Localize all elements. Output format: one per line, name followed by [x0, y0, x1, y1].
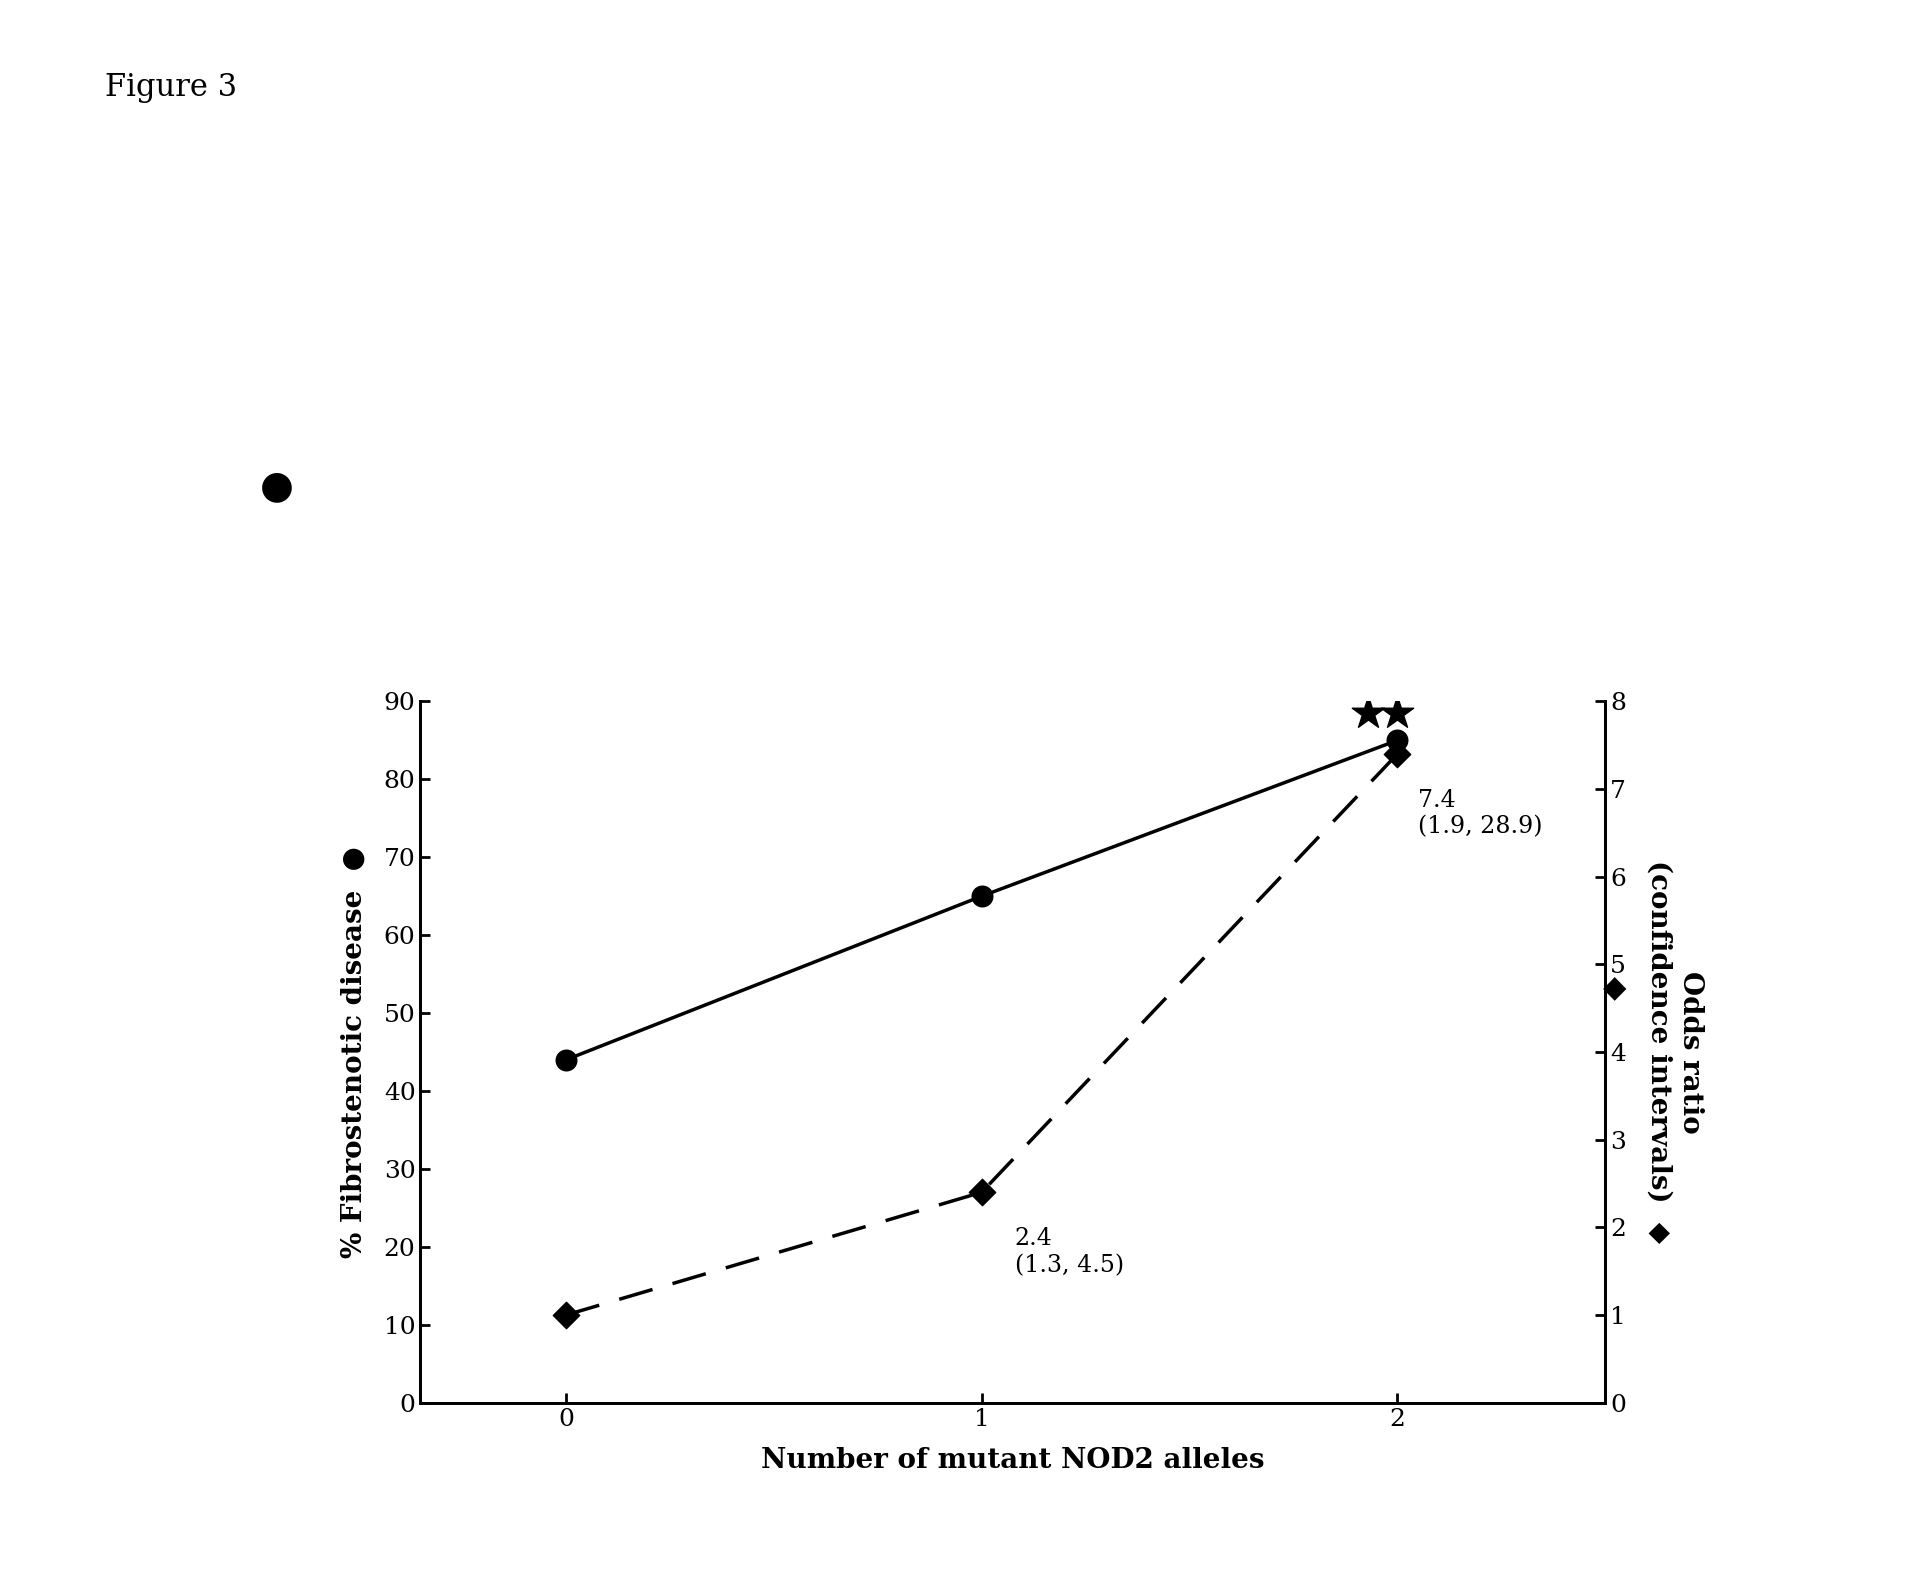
Point	[967, 883, 998, 909]
Text: 7.4
(1.9, 28.9): 7.4 (1.9, 28.9)	[1418, 789, 1542, 838]
Y-axis label: % Fibrostenotic disease  ●: % Fibrostenotic disease ●	[340, 846, 367, 1258]
Point	[1353, 700, 1384, 725]
Text: 2.4
(1.3, 4.5): 2.4 (1.3, 4.5)	[1015, 1227, 1124, 1277]
Text: ●: ●	[260, 467, 294, 505]
Point	[967, 1180, 998, 1205]
Text: Figure 3: Figure 3	[105, 72, 237, 102]
Point	[1382, 700, 1412, 725]
X-axis label: Number of mutant NOD2 alleles: Number of mutant NOD2 alleles	[761, 1447, 1265, 1474]
Point	[1382, 741, 1412, 767]
Text: ◆: ◆	[1603, 974, 1626, 1003]
Point	[550, 1302, 581, 1328]
Point	[550, 1047, 581, 1073]
Point	[1382, 727, 1412, 752]
Y-axis label: Odds ratio
(confidence intervals)  ◆: Odds ratio (confidence intervals) ◆	[1645, 861, 1703, 1243]
